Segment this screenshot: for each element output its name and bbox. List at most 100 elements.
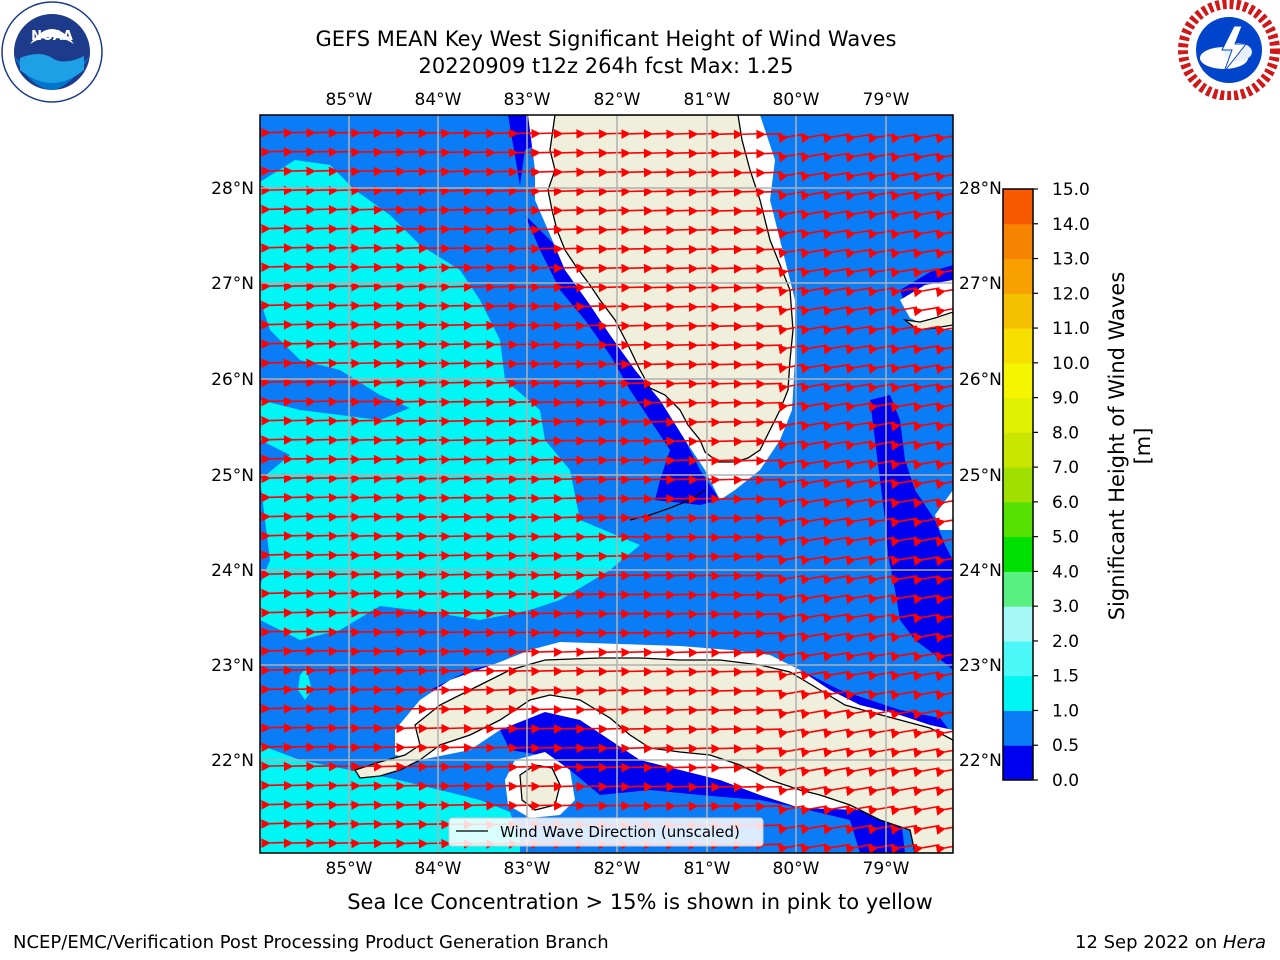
wave-direction-arrow (688, 667, 715, 677)
wave-direction-arrow (328, 205, 355, 215)
wave-direction-arrow (621, 167, 648, 178)
wave-direction-arrow (576, 301, 603, 312)
wave-direction-arrow (418, 531, 445, 542)
wave-direction-arrow (598, 129, 625, 139)
wave-direction-arrow (441, 704, 468, 715)
land-isla-juventud (519, 764, 561, 811)
wave-direction-arrow (463, 531, 490, 542)
colorbar-tick-label: 3.0 (1052, 597, 1079, 617)
colorbar-segment (1003, 293, 1033, 329)
colorbar-segment (1003, 328, 1033, 364)
wave-direction-arrow (643, 494, 670, 504)
wave-direction-arrow (711, 148, 738, 159)
wave-direction-arrow (621, 570, 648, 581)
wave-direction-arrow (373, 262, 400, 273)
wave-direction-arrow (373, 531, 400, 542)
wave-direction-arrow (935, 211, 953, 221)
wave-direction-arrow (711, 648, 738, 658)
wave-direction-arrow (373, 339, 400, 350)
wave-direction-arrow (396, 762, 423, 772)
wave-direction-arrow (621, 724, 648, 735)
wave-direction-arrow (328, 608, 355, 618)
wave-direction-arrow (553, 359, 580, 370)
wave-direction-arrow (935, 364, 953, 375)
colorbar-tick-label: 4.0 (1052, 562, 1079, 582)
wave-direction-arrow (643, 570, 670, 581)
wave-direction-arrow (576, 647, 603, 658)
wave-direction-arrow (396, 723, 423, 734)
wave-direction-arrow (328, 473, 355, 484)
wave-direction-arrow (373, 608, 400, 618)
colorbar-tick-label: 7.0 (1052, 458, 1079, 478)
wave-direction-arrow (666, 667, 693, 677)
wave-direction-arrow (553, 513, 580, 523)
wave-height-contour-dark-cuba-south (495, 705, 905, 853)
colorbar-segment (1003, 223, 1033, 260)
wave-direction-arrow (261, 646, 288, 656)
wave-direction-arrow (688, 263, 715, 274)
wave-direction-arrow (283, 243, 310, 253)
wave-direction-arrow (418, 666, 445, 676)
wave-direction-arrow (666, 283, 693, 293)
wave-direction-arrow (666, 321, 693, 332)
wave-direction-arrow (441, 800, 468, 811)
wave-direction-arrow (733, 513, 760, 524)
wave-direction-arrow (531, 378, 558, 389)
wave-direction-arrow (553, 397, 580, 408)
wave-direction-arrow (531, 800, 558, 811)
wave-direction-arrow (508, 743, 535, 753)
wave-direction-arrow (688, 705, 715, 716)
wave-direction-arrow (373, 569, 400, 580)
wave-direction-arrow (396, 186, 423, 196)
wave-direction-arrow (351, 320, 378, 330)
wave-direction-arrow (935, 748, 953, 759)
wave-direction-arrow (756, 129, 783, 140)
wave-direction-arrow (306, 281, 333, 292)
wave-direction-arrow (643, 148, 670, 159)
wave-direction-arrow (373, 685, 400, 695)
wave-direction-arrow (711, 705, 738, 716)
wave-direction-arrow (283, 320, 310, 330)
wave-direction-arrow (531, 570, 558, 581)
wave-direction-arrow (531, 762, 558, 773)
wave-direction-arrow (643, 359, 670, 370)
wave-direction-arrow (373, 627, 400, 638)
wave-direction-arrow (598, 513, 625, 523)
wave-direction-arrow (351, 781, 378, 791)
wave-direction-arrow (418, 742, 445, 753)
colorbar-tick-label: 8.0 (1052, 423, 1079, 443)
wave-direction-arrow (306, 185, 333, 196)
wave-direction-arrow (688, 455, 715, 466)
wave-direction-arrow (418, 570, 445, 580)
wave-direction-arrow (283, 435, 310, 445)
wave-direction-arrow (733, 168, 760, 178)
wave-direction-arrow (598, 244, 625, 255)
wave-direction-arrow (328, 339, 355, 350)
wave-direction-arrow (733, 648, 760, 658)
wave-direction-arrow (733, 379, 760, 389)
wave-direction-arrow (463, 397, 490, 408)
wave-direction-arrow (531, 512, 558, 523)
wave-direction-arrow (508, 359, 535, 369)
wave-direction-arrow (261, 627, 288, 637)
wave-direction-arrow (756, 590, 783, 601)
wave-direction-arrow (711, 398, 738, 409)
wave-direction-arrow (508, 224, 535, 235)
wave-direction-arrow (306, 627, 333, 637)
wave-direction-arrow (711, 763, 738, 773)
wave-direction-arrow (396, 282, 423, 292)
wave-direction-arrow (598, 590, 625, 600)
wave-direction-arrow (441, 570, 468, 580)
wave-direction-arrow (441, 128, 468, 139)
wave-direction-arrow (688, 801, 715, 812)
wave-direction-arrow (418, 320, 445, 331)
legend-label: Wind Wave Direction (unscaled) (500, 823, 740, 841)
wave-direction-arrow (283, 588, 310, 599)
wave-direction-arrow (373, 512, 400, 522)
wave-direction-arrow (935, 403, 953, 413)
wave-direction-arrow (531, 320, 558, 331)
wave-direction-arrow (486, 128, 513, 139)
wave-direction-arrow (486, 282, 513, 292)
wave-direction-arrow (508, 589, 535, 600)
wave-direction-arrow (396, 800, 423, 811)
